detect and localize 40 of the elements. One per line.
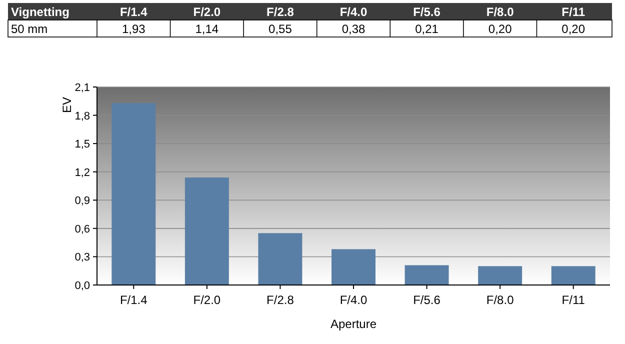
y-tick-label: 1,5: [74, 138, 90, 151]
bar: [332, 249, 376, 285]
category-label: F/11: [562, 5, 586, 19]
x-tick-label: F/5.6: [413, 293, 441, 307]
category-label: F/8.0: [486, 5, 514, 19]
data-label: 0,38: [342, 22, 366, 36]
x-tick-label: F/8.0: [486, 293, 514, 307]
data-label: 0,55: [268, 22, 292, 36]
category-label: F/5.6: [413, 5, 440, 19]
bar: [258, 233, 302, 285]
x-tick-label: F/2.8: [266, 293, 294, 307]
y-tick-label: 0,3: [74, 252, 90, 264]
data-label: 0,20: [488, 22, 512, 36]
y-tick-label: 2,1: [74, 82, 90, 94]
category-label: F/1.4: [120, 5, 148, 19]
y-tick-label: 0,9: [74, 195, 90, 208]
category-label: F/2.8: [266, 5, 294, 19]
data-label: 1,93: [122, 22, 146, 36]
y-tick-label: 1,8: [74, 110, 90, 122]
bar: [551, 266, 596, 285]
y-tick-label: 1,2: [74, 166, 90, 179]
x-tick-label: F/4.0: [340, 293, 368, 307]
bar: [478, 266, 522, 285]
category-label: F/4.0: [340, 5, 368, 19]
data-label: 0,21: [415, 22, 439, 36]
category-label: F/2.0: [193, 5, 221, 19]
chart-title: Vignetting: [11, 5, 70, 19]
x-axis-title: Aperture: [330, 317, 377, 331]
text: 50 mm: [11, 22, 48, 36]
y-tick-label: 0,0: [74, 280, 90, 292]
bar: [184, 178, 229, 285]
data-label: 0,20: [562, 22, 586, 36]
bar: [404, 265, 449, 285]
data-label: 1,14: [195, 22, 219, 36]
x-tick-label: F/2.0: [193, 293, 221, 307]
x-tick-label: F/11: [562, 293, 586, 307]
y-tick-label: 0,6: [74, 223, 90, 236]
x-tick-label: F/1.4: [120, 293, 148, 307]
y-axis-title: EV: [60, 96, 74, 114]
bar: [112, 103, 156, 285]
